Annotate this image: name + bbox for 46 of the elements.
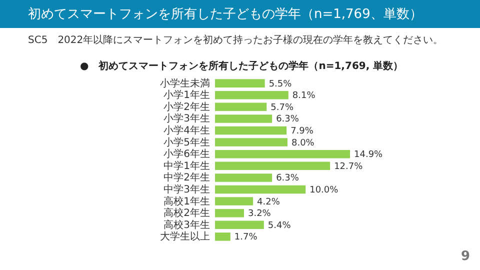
- y-tick-label: 高校3年生: [164, 218, 210, 231]
- bar: [215, 79, 265, 88]
- data-label: 4.2%: [257, 197, 280, 208]
- y-tick-label: 小学5年生: [164, 136, 210, 148]
- y-tick-label: 小学1年生: [164, 89, 210, 102]
- data-label: 10.0%: [310, 185, 339, 196]
- bar: [215, 114, 272, 123]
- bar: [215, 197, 254, 206]
- bar: [215, 208, 244, 218]
- bar: [215, 220, 264, 230]
- data-label: 14.9%: [354, 150, 384, 160]
- y-tick-label: 高校2年生: [164, 207, 210, 220]
- y-tick-label: 小学2年生: [164, 100, 210, 113]
- data-label: 8.1%: [292, 91, 316, 102]
- bar: [215, 162, 330, 170]
- bar: [215, 150, 350, 158]
- chart-title: 初めてスマートフォンを所有した子どもの学年（n=1,769、単数）: [28, 7, 422, 22]
- data-label: 5.4%: [268, 220, 292, 231]
- bar: [215, 232, 230, 241]
- y-tick-label: 小学3年生: [164, 112, 210, 125]
- y-tick-label: 中学3年生: [164, 183, 210, 196]
- data-label: 8.0%: [291, 138, 315, 148]
- bar: [215, 185, 306, 194]
- data-label: 6.3%: [276, 174, 300, 184]
- data-label: 5.7%: [270, 102, 294, 113]
- data-label: 7.9%: [290, 126, 314, 137]
- y-tick-label: 中学2年生: [164, 172, 210, 184]
- text: 9: [460, 249, 470, 264]
- y-tick-label: 小学生未満: [160, 77, 210, 90]
- bar: [215, 102, 267, 112]
- data-label: 5.5%: [268, 79, 292, 90]
- data-label: 3.2%: [248, 209, 272, 220]
- bar: [215, 90, 288, 100]
- y-tick-label: 小学4年生: [164, 124, 210, 137]
- bar: [215, 126, 287, 135]
- y-tick-label: 中学1年生: [164, 160, 210, 172]
- data-label: 12.7%: [334, 162, 364, 172]
- chart-subtitle: SC5 2022年以降にスマートフォンを初めて持ったお子様の現在の学年を教えてください。: [28, 34, 444, 46]
- y-tick-label: 大学生以上: [160, 230, 210, 243]
- y-tick-label: 高校1年生: [164, 195, 210, 208]
- bar: [215, 174, 272, 182]
- data-label: 1.7%: [234, 232, 258, 243]
- bar: [215, 138, 288, 146]
- y-tick-label: 小学6年生: [164, 148, 210, 160]
- text: ● 初めてスマートフォンを所有した子どもの学年（n=1,769, 単数）: [80, 60, 404, 72]
- data-label: 6.3%: [276, 114, 300, 125]
